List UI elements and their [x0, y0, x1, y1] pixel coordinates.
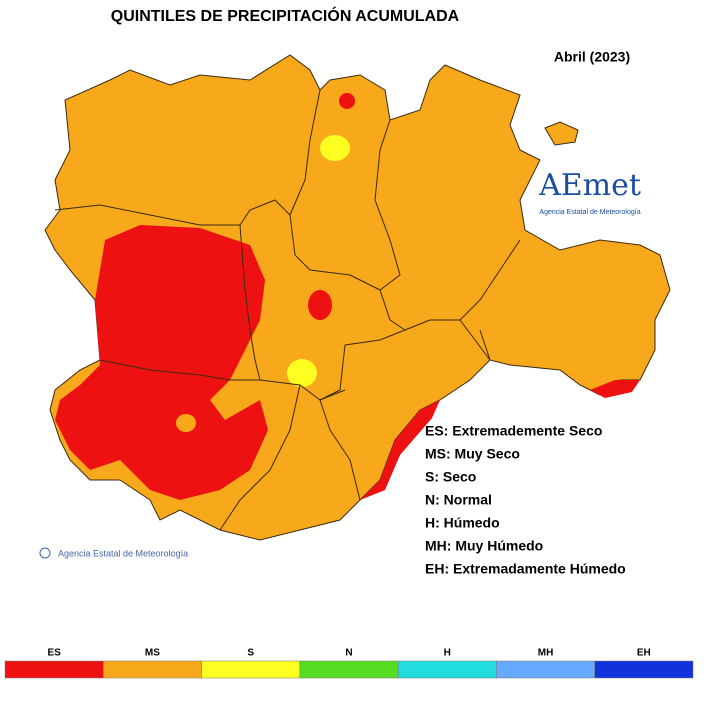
spot: [287, 359, 317, 387]
legend-entry: N: Normal: [425, 492, 492, 508]
province-border: [219, 384, 301, 531]
scale-label: MH: [538, 648, 554, 659]
island: [544, 121, 579, 146]
scale-swatch: [4, 660, 104, 679]
legend-entry: S: Seco: [425, 469, 476, 485]
legend-entry: H: Húmedo: [425, 515, 500, 531]
scale-swatch: [103, 660, 202, 679]
map-title: QUINTILES DE PRECIPITACIÓN ACUMULADA: [111, 6, 460, 25]
scale-label: ES: [47, 648, 61, 659]
region-map: [44, 54, 671, 541]
period: Abril (2023): [554, 49, 630, 65]
dry-area: [590, 380, 640, 398]
legend: ES: Extremademente Seco MS: Muy Seco S: Se…: [425, 423, 626, 577]
scale-swatch: [594, 660, 694, 679]
scale-label: EH: [637, 648, 651, 659]
legend-entry: ES: Extremademente Seco: [425, 423, 602, 439]
scale-swatch: [496, 660, 595, 679]
logo-subtitle: Agencia Estatal de Meteorología: [539, 209, 640, 216]
legend-entry: MS: Muy Seco: [425, 446, 520, 462]
dry-spot: [308, 290, 332, 320]
province-border: [459, 319, 491, 361]
province-border: [54, 89, 321, 226]
scale-label: S: [247, 648, 254, 659]
scale-swatch: [201, 660, 301, 679]
spot: [320, 135, 350, 161]
scale-label: N: [345, 648, 352, 659]
dry-area: [55, 225, 268, 500]
scale-label: H: [444, 648, 451, 659]
spot: [176, 414, 196, 432]
scale-swatch: [299, 660, 399, 679]
logo: AEmet Agencia Estatal de Meteorología: [538, 168, 641, 216]
legend-entry: MH: Muy Húmedo: [425, 538, 543, 554]
province-border: [99, 359, 260, 381]
scale-swatch: [397, 660, 497, 679]
logo-name: AEmet: [538, 168, 641, 203]
copyright-icon: [39, 547, 51, 559]
dry-spot: [339, 93, 355, 109]
dry-area: [360, 400, 440, 500]
credit: Agencia Estatal de Meteorología: [58, 548, 188, 558]
province-border: [319, 329, 406, 501]
color-scale: ES MS S N H MH EH: [4, 648, 694, 679]
province-border: [289, 119, 401, 291]
legend-entry: EH: Extremadamente Húmedo: [425, 561, 626, 577]
province-border: [379, 239, 521, 331]
province-border: [239, 224, 346, 401]
scale-label: MS: [145, 648, 160, 659]
